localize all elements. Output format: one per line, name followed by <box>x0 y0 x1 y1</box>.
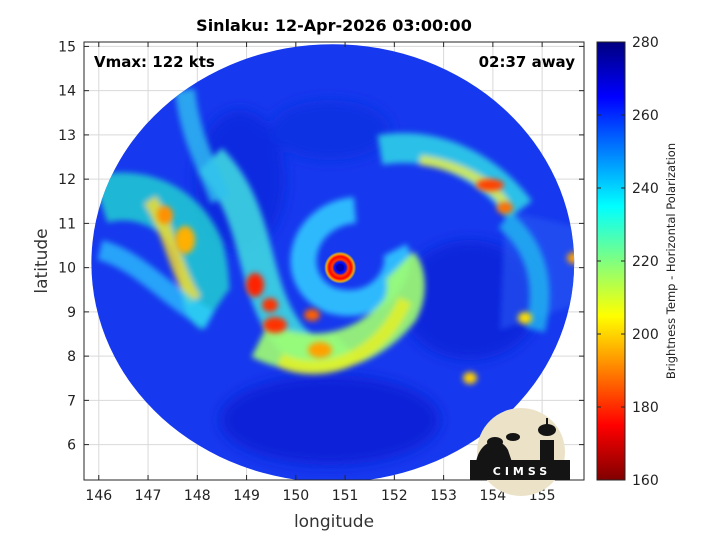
y-axis-ticks: 6 7 8 9 10 11 12 13 14 15 <box>58 39 584 454</box>
y-axis-label: latitude <box>32 228 52 293</box>
x-tick-label: 152 <box>381 488 408 504</box>
time-away-annotation: 02:37 away <box>479 53 576 71</box>
colorbar-ticks: 160 180 200 220 240 260 280 <box>597 35 659 489</box>
y-tick-label: 7 <box>67 393 76 409</box>
y-tick-label: 11 <box>58 216 76 232</box>
x-tick-label: 150 <box>282 488 309 504</box>
x-axis-label: longitude <box>294 512 374 532</box>
y-tick-label: 6 <box>67 438 76 454</box>
colorbar-label: Brightness Temp - Horizontal Polarizatio… <box>664 143 678 379</box>
y-tick-label: 9 <box>67 305 76 321</box>
axes-box <box>83 41 585 481</box>
x-tick-label: 151 <box>332 488 359 504</box>
colorbar-tick-label: 260 <box>632 108 659 124</box>
y-tick-label: 13 <box>58 128 76 144</box>
colorbar <box>596 41 626 481</box>
y-tick-label: 15 <box>58 39 76 55</box>
x-tick-label: 149 <box>233 488 260 504</box>
x-tick-label: 153 <box>430 488 457 504</box>
colorbar-tick-label: 180 <box>632 400 659 416</box>
x-tick-label: 147 <box>135 488 162 504</box>
y-tick-label: 8 <box>67 349 76 365</box>
logo-text: CIMSS <box>493 465 551 478</box>
x-tick-label: 154 <box>479 488 506 504</box>
eye-center <box>336 263 345 272</box>
vmax-annotation: Vmax: 122 kts <box>94 53 215 71</box>
y-tick-label: 14 <box>58 84 76 100</box>
x-tick-label: 146 <box>85 488 112 504</box>
colorbar-tick-label: 160 <box>632 473 659 489</box>
colorbar-tick-label: 280 <box>632 35 659 51</box>
x-tick-label: 148 <box>184 488 211 504</box>
y-tick-label: 12 <box>58 172 76 188</box>
microwave-swath <box>91 44 575 480</box>
colorbar-tick-label: 220 <box>632 254 659 270</box>
colorbar-tick-label: 200 <box>632 327 659 343</box>
y-tick-label: 10 <box>58 261 76 277</box>
chart-title: Sinlaku: 12-Apr-2026 03:00:00 <box>196 16 472 35</box>
convective-cells <box>157 179 575 384</box>
colorbar-tick-label: 240 <box>632 181 659 197</box>
cimss-logo: CIMSS <box>470 408 570 496</box>
